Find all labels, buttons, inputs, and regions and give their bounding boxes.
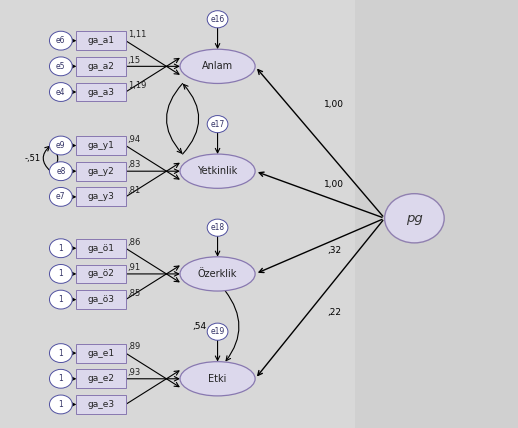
Text: 1: 1 bbox=[59, 400, 63, 409]
Text: Yetkinlik: Yetkinlik bbox=[197, 166, 238, 176]
Text: 1,00: 1,00 bbox=[324, 100, 344, 110]
Circle shape bbox=[50, 239, 73, 258]
Text: ,32: ,32 bbox=[327, 246, 341, 255]
Circle shape bbox=[50, 162, 73, 181]
Circle shape bbox=[50, 83, 73, 101]
Text: ,91: ,91 bbox=[127, 263, 141, 272]
Text: ga_ö1: ga_ö1 bbox=[88, 244, 114, 253]
Circle shape bbox=[50, 187, 73, 206]
Text: ga_y3: ga_y3 bbox=[88, 192, 114, 202]
Text: ga_e2: ga_e2 bbox=[88, 374, 114, 383]
Text: e18: e18 bbox=[210, 223, 225, 232]
FancyBboxPatch shape bbox=[77, 290, 126, 309]
Text: ga_ö3: ga_ö3 bbox=[88, 295, 114, 304]
Ellipse shape bbox=[384, 194, 444, 243]
FancyBboxPatch shape bbox=[77, 31, 126, 50]
FancyBboxPatch shape bbox=[77, 239, 126, 258]
Text: Anlam: Anlam bbox=[202, 61, 233, 71]
Text: ga_e3: ga_e3 bbox=[88, 400, 114, 409]
Text: ,81: ,81 bbox=[127, 186, 141, 195]
Circle shape bbox=[50, 265, 73, 283]
FancyBboxPatch shape bbox=[355, 0, 518, 428]
Text: e5: e5 bbox=[56, 62, 66, 71]
Ellipse shape bbox=[180, 362, 255, 396]
FancyBboxPatch shape bbox=[77, 57, 126, 76]
Text: ,54: ,54 bbox=[192, 321, 207, 331]
Text: ,22: ,22 bbox=[327, 308, 341, 317]
Text: ga_y2: ga_y2 bbox=[88, 166, 114, 176]
Text: e9: e9 bbox=[56, 141, 66, 150]
Text: 1,00: 1,00 bbox=[324, 179, 344, 189]
Text: pg: pg bbox=[406, 212, 423, 225]
FancyBboxPatch shape bbox=[77, 369, 126, 388]
Text: -,51: -,51 bbox=[25, 154, 41, 163]
Text: 1,11: 1,11 bbox=[127, 30, 146, 39]
Text: Etki: Etki bbox=[208, 374, 227, 384]
Text: ga_y1: ga_y1 bbox=[88, 141, 114, 150]
Text: ,15: ,15 bbox=[127, 56, 141, 65]
FancyBboxPatch shape bbox=[77, 265, 126, 283]
Text: 1: 1 bbox=[59, 244, 63, 253]
Text: ,83: ,83 bbox=[127, 160, 141, 169]
FancyBboxPatch shape bbox=[77, 136, 126, 155]
FancyBboxPatch shape bbox=[77, 162, 126, 181]
Text: e8: e8 bbox=[56, 166, 66, 176]
Ellipse shape bbox=[180, 154, 255, 188]
FancyBboxPatch shape bbox=[77, 83, 126, 101]
Circle shape bbox=[50, 395, 73, 414]
Circle shape bbox=[207, 11, 228, 28]
Ellipse shape bbox=[180, 49, 255, 83]
Circle shape bbox=[207, 116, 228, 133]
Text: e7: e7 bbox=[56, 192, 66, 202]
Ellipse shape bbox=[180, 257, 255, 291]
Circle shape bbox=[207, 219, 228, 236]
Text: 1: 1 bbox=[59, 269, 63, 279]
Text: e19: e19 bbox=[210, 327, 225, 336]
Circle shape bbox=[50, 369, 73, 388]
Text: ga_a2: ga_a2 bbox=[88, 62, 114, 71]
Circle shape bbox=[50, 57, 73, 76]
FancyBboxPatch shape bbox=[77, 187, 126, 206]
FancyBboxPatch shape bbox=[77, 344, 126, 363]
Text: 1,19: 1,19 bbox=[127, 81, 146, 90]
Text: e16: e16 bbox=[210, 15, 225, 24]
Text: 1: 1 bbox=[59, 348, 63, 358]
Text: 1: 1 bbox=[59, 374, 63, 383]
Text: e6: e6 bbox=[56, 36, 66, 45]
Text: ga_e1: ga_e1 bbox=[88, 348, 114, 358]
Text: ga_ö2: ga_ö2 bbox=[88, 269, 114, 279]
Text: 1: 1 bbox=[59, 295, 63, 304]
Text: ga_a1: ga_a1 bbox=[88, 36, 114, 45]
Text: ,93: ,93 bbox=[127, 368, 141, 377]
Text: ga_a3: ga_a3 bbox=[88, 87, 114, 97]
Text: e17: e17 bbox=[210, 119, 225, 129]
Text: e4: e4 bbox=[56, 87, 66, 97]
Text: ,86: ,86 bbox=[127, 238, 141, 247]
Text: ,85: ,85 bbox=[127, 289, 141, 298]
Circle shape bbox=[50, 290, 73, 309]
Text: ,94: ,94 bbox=[127, 135, 141, 144]
FancyBboxPatch shape bbox=[77, 395, 126, 414]
Circle shape bbox=[50, 136, 73, 155]
Circle shape bbox=[207, 323, 228, 340]
Circle shape bbox=[50, 344, 73, 363]
Text: ,89: ,89 bbox=[127, 342, 141, 351]
Circle shape bbox=[50, 31, 73, 50]
Text: Özerklik: Özerklik bbox=[198, 269, 237, 279]
